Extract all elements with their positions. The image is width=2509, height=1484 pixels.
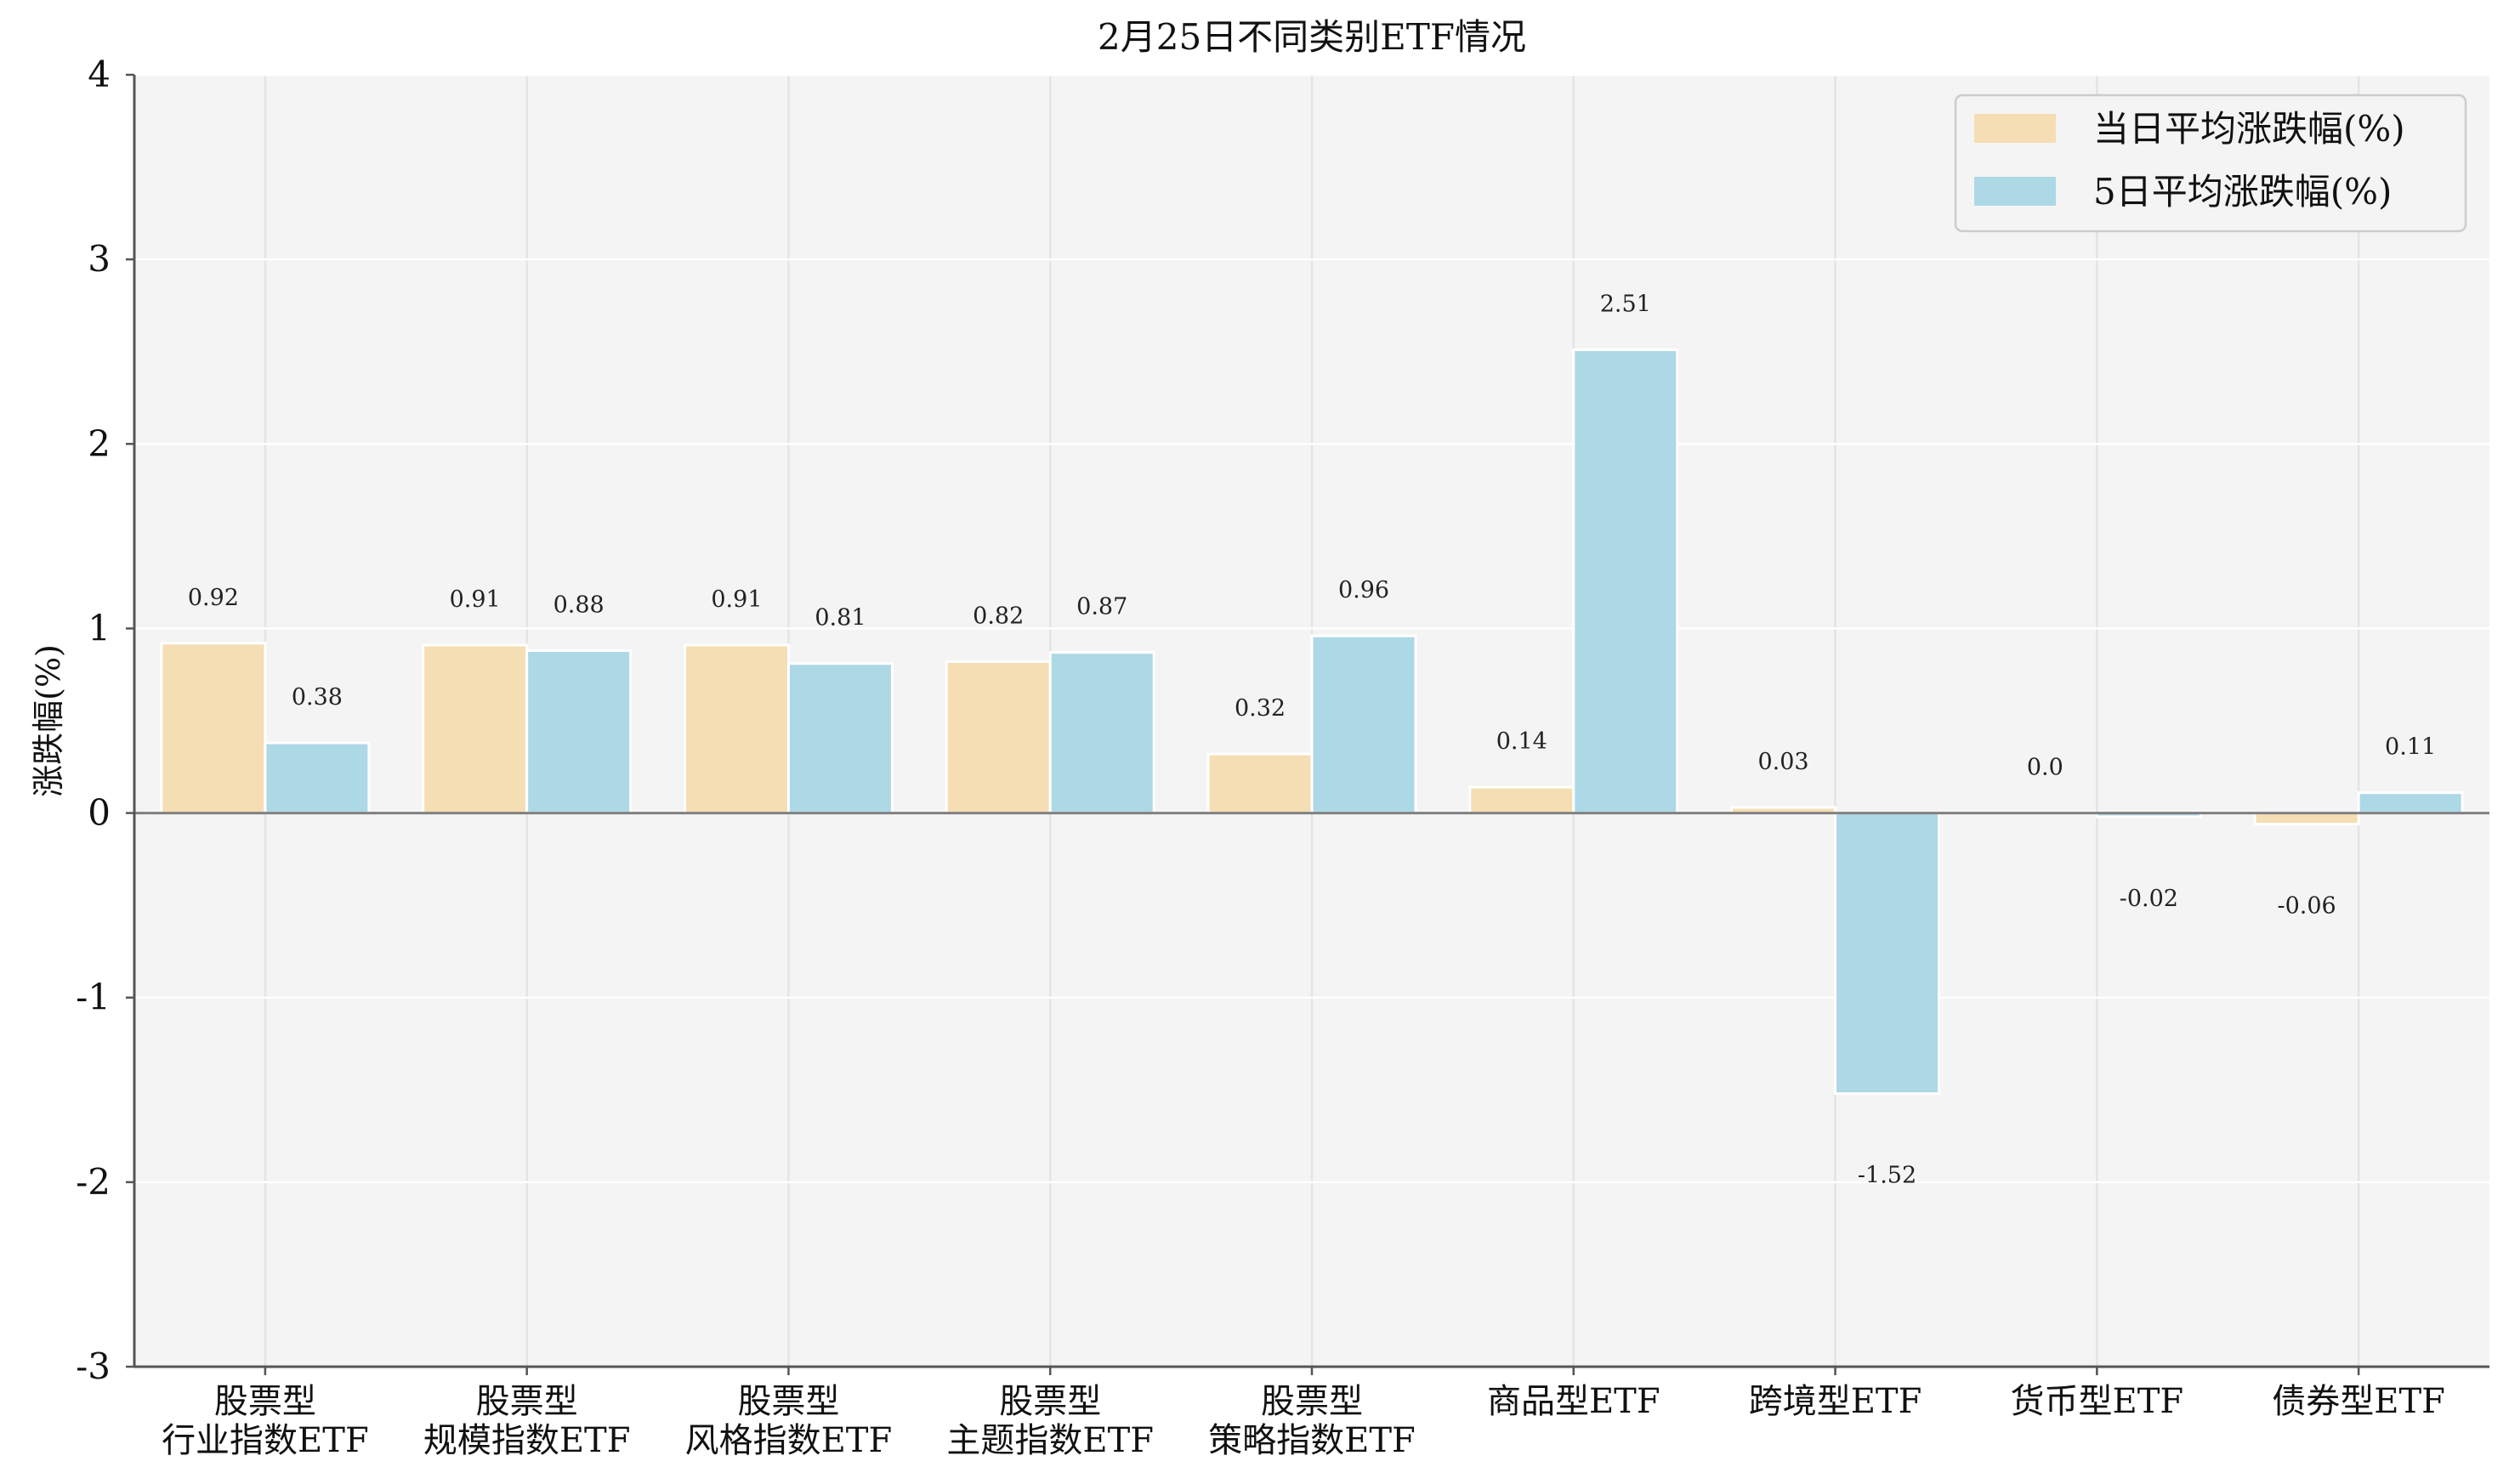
data-label-5day: 0.96	[1338, 577, 1389, 603]
bar-daily	[160, 642, 267, 815]
x-tick-label: 行业指数ETF	[162, 1421, 369, 1460]
y-ticks: 4 3 2 1 0 -1 -2 -3	[76, 54, 134, 1387]
bar-5day	[1310, 634, 1417, 815]
x-tick-label: 货币型ETF	[2011, 1382, 2184, 1421]
legend-swatch-5day	[1974, 177, 2056, 206]
x-tick-label: 股票型	[1261, 1382, 1363, 1421]
data-label-daily: 0.82	[973, 603, 1024, 630]
legend-box	[1954, 93, 2467, 233]
bar-daily	[2253, 812, 2360, 826]
data-label-daily: 0.91	[711, 586, 762, 613]
bar-daily	[945, 660, 1052, 815]
bar-5day	[525, 649, 633, 815]
legend-label-5day: 5日平均涨跌幅(%)	[2093, 171, 2392, 212]
x-tick-label: 策略指数ETF	[1208, 1421, 1416, 1460]
x-tick-label: 商品型ETF	[1487, 1382, 1660, 1421]
data-label-5day: 0.87	[1076, 594, 1127, 620]
bar-5day	[1572, 348, 1679, 815]
data-label-5day: 2.51	[1600, 292, 1651, 318]
x-ticks: 股票型行业指数ETF股票型规模指数ETF股票型风格指数ETF股票型主题指数ETF…	[162, 1367, 2445, 1460]
x-tick-label: 股票型	[214, 1382, 316, 1421]
bar-daily	[1206, 752, 1314, 815]
x-tick-label: 风格指数ETF	[685, 1421, 893, 1460]
data-label-5day: -0.02	[2120, 886, 2178, 912]
x-tick-label: 股票型	[476, 1382, 578, 1421]
bar-5day	[2357, 791, 2464, 815]
bar-5day	[1834, 812, 1941, 1096]
bars	[160, 348, 2464, 1096]
legend-label-daily: 当日平均涨跌幅(%)	[2093, 108, 2405, 150]
data-label-daily: 0.91	[450, 586, 501, 613]
data-label-daily: 0.92	[188, 585, 239, 611]
y-tick-label: 4	[88, 54, 111, 95]
y-tick-label: 3	[88, 238, 111, 280]
y-tick-label: 1	[88, 607, 111, 649]
x-tick-label: 规模指数ETF	[423, 1421, 631, 1460]
data-labels: 0.92 0.38 0.91 0.88 0.91 0.81 0.82 0.87 0.32 0.96…	[188, 292, 2436, 1189]
data-label-5day: 0.88	[553, 592, 605, 618]
data-label-daily: 0.32	[1235, 695, 1286, 722]
bar-5day	[1048, 651, 1155, 815]
data-label-5day: 0.11	[2385, 734, 2436, 761]
x-tick-label: 股票型	[999, 1382, 1101, 1421]
y-tick-label: 2	[88, 422, 111, 464]
data-label-daily: 0.03	[1757, 749, 1808, 775]
data-label-daily: -0.06	[2277, 893, 2336, 920]
y-tick-label: 0	[88, 792, 111, 834]
y-tick-label: -3	[76, 1345, 111, 1387]
y-axis-label: 涨跌幅(%)	[30, 644, 67, 797]
x-tick-label: 股票型	[737, 1382, 839, 1421]
y-tick-label: -2	[76, 1161, 111, 1203]
x-tick-label: 主题指数ETF	[946, 1421, 1154, 1460]
bar-daily	[683, 643, 790, 815]
legend-swatch-daily	[1974, 114, 2056, 143]
bar-5day	[264, 741, 371, 815]
bar-daily	[1468, 785, 1575, 815]
data-label-5day: -1.52	[1858, 1163, 1916, 1189]
data-label-daily: 0.0	[2027, 755, 2063, 781]
data-label-5day: 0.38	[292, 684, 343, 711]
bar-5day	[786, 662, 894, 815]
x-tick-label: 债券型ETF	[2272, 1382, 2445, 1421]
data-label-5day: 0.81	[815, 605, 866, 632]
legend: 当日平均涨跌幅(%) 5日平均涨跌幅(%)	[1954, 93, 2467, 233]
chart-title: 2月25日不同类别ETF情况	[1098, 16, 1526, 58]
bar-daily	[422, 643, 529, 815]
y-tick-label: -1	[76, 977, 111, 1018]
data-label-daily: 0.14	[1496, 728, 1547, 755]
x-tick-label: 跨境型ETF	[1749, 1382, 1922, 1421]
